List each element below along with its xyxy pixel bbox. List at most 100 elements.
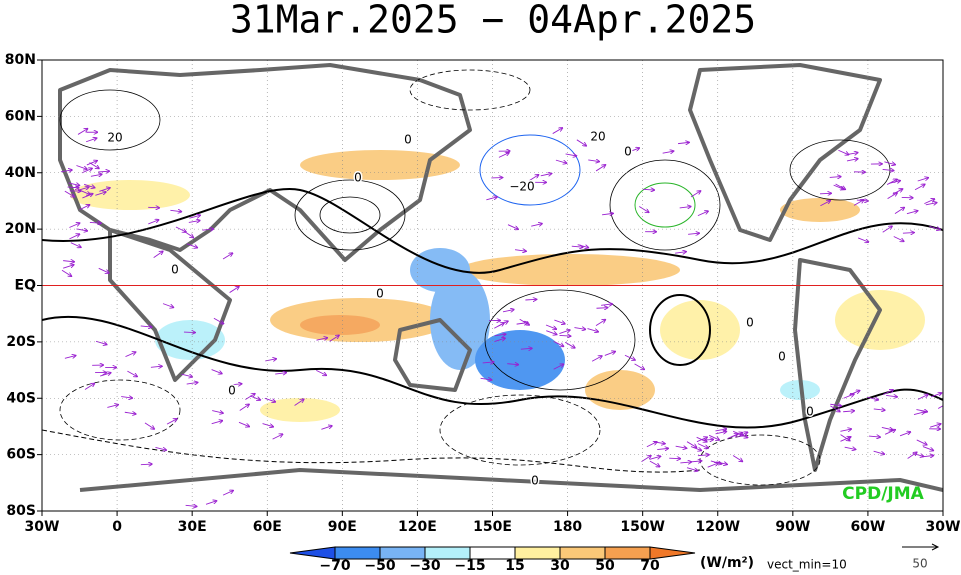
vector (175, 226, 186, 232)
reference-vector: 50 (912, 557, 927, 571)
vector (494, 334, 506, 336)
vector (230, 384, 242, 385)
vector (657, 448, 668, 449)
lon-label: 30W (25, 519, 60, 535)
vector (64, 356, 76, 359)
vector (100, 373, 111, 377)
vector (219, 520, 230, 521)
vector (69, 234, 79, 240)
vector (914, 184, 925, 191)
vector (68, 183, 80, 185)
vector (564, 341, 574, 348)
vector (840, 437, 850, 442)
vector (840, 429, 851, 431)
vector (553, 340, 564, 346)
lat-label: 80S (6, 503, 36, 519)
vector (924, 199, 934, 205)
vector (211, 421, 223, 425)
vector (140, 464, 152, 465)
colorbar-label: −50 (364, 558, 395, 574)
lon-label: 90W (775, 519, 810, 535)
vector (843, 394, 854, 399)
vector (917, 395, 928, 400)
vector (98, 171, 109, 172)
vector (688, 233, 699, 234)
vector (873, 450, 885, 454)
vector (79, 205, 90, 211)
vector (61, 269, 71, 276)
vector (819, 193, 831, 194)
vector (596, 308, 607, 309)
vector (930, 393, 941, 398)
vector (67, 187, 79, 188)
lat-label: 40N (5, 165, 36, 181)
lon-label: 0 (112, 519, 122, 535)
vector (181, 373, 193, 377)
vector (565, 154, 577, 156)
lon-label: 90E (328, 519, 357, 535)
vector (70, 242, 81, 248)
vector (316, 338, 327, 340)
colorbar-label: −70 (319, 558, 350, 574)
vector (124, 412, 136, 414)
vector (238, 421, 249, 426)
vector (857, 237, 868, 242)
vector (601, 304, 612, 305)
lat-label: 20S (6, 334, 36, 350)
colorbar-label: −15 (454, 558, 485, 574)
vector (76, 165, 86, 170)
vector (520, 348, 532, 349)
vector (540, 174, 552, 176)
vector (107, 405, 118, 408)
contour-label: 20 (107, 131, 122, 145)
vector (95, 340, 107, 344)
vector (294, 399, 304, 406)
vector (185, 505, 197, 506)
vector (554, 319, 564, 324)
vector (588, 160, 599, 162)
vector (715, 431, 727, 433)
vector (95, 192, 105, 196)
vector (69, 223, 79, 228)
vector (843, 411, 854, 412)
vector (653, 442, 665, 444)
vector (686, 467, 698, 471)
vector (902, 233, 914, 234)
vector (882, 169, 894, 170)
lat-label: 80N (5, 52, 36, 68)
vector (887, 193, 897, 200)
vector (737, 432, 747, 438)
vector (81, 168, 92, 174)
vector (643, 189, 654, 190)
vector (595, 320, 605, 326)
vector (916, 439, 927, 445)
vector (641, 456, 651, 463)
vector (202, 229, 213, 230)
colorbar-label: −30 (409, 558, 440, 574)
vector (604, 352, 615, 356)
vector (710, 460, 722, 464)
vector (882, 226, 892, 233)
vector (690, 191, 700, 198)
grid (42, 60, 943, 511)
vector (917, 178, 929, 182)
vector (899, 432, 910, 437)
colorbar: −70 −50 −30 −15 15 30 50 70 (289, 546, 696, 574)
lon-label: 30W (926, 519, 961, 535)
vector (98, 267, 109, 273)
vector (553, 364, 564, 370)
vector (205, 501, 216, 505)
vector (732, 455, 742, 461)
vector (545, 324, 556, 329)
lat-label: 40S (6, 390, 36, 406)
vector (60, 170, 72, 172)
vector (186, 243, 197, 248)
vector (884, 161, 895, 165)
vector (715, 429, 726, 431)
vector (628, 148, 639, 153)
vector (144, 422, 154, 429)
lon-label: 120E (398, 519, 437, 535)
vector (838, 149, 848, 154)
vector (229, 287, 239, 293)
